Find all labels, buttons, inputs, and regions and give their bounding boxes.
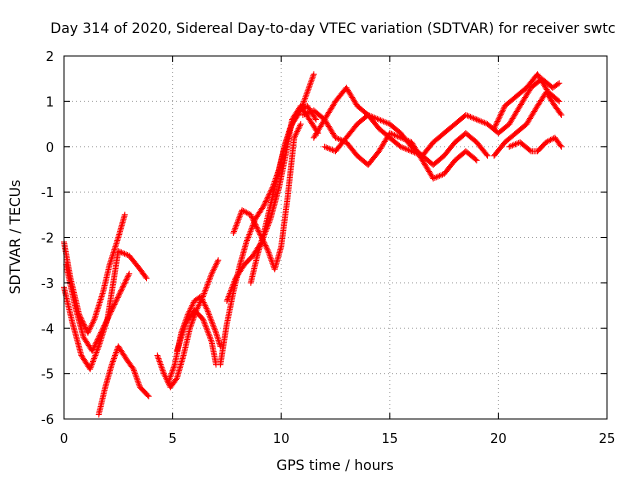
data-series-track-10	[230, 121, 304, 273]
data-series-track-11	[247, 102, 319, 286]
data-series-track-14	[321, 112, 491, 168]
data-point-markers	[247, 102, 319, 286]
y-tick-label: -3	[41, 277, 54, 292]
ticks-layer: 0 5 10 15 20 25 -6 -5 -4 -3 -2 -1 0 1 2	[41, 50, 615, 447]
data-point-markers	[95, 343, 152, 418]
data-series-track-4	[95, 343, 152, 418]
data-series-track-16	[491, 71, 563, 132]
y-tick-label: -5	[41, 368, 54, 383]
data-series-track-17	[491, 89, 565, 159]
x-tick-label: 10	[273, 432, 290, 447]
x-tick-label: 25	[599, 432, 616, 447]
data-point-markers	[230, 121, 304, 273]
data-series-track-18	[506, 134, 565, 155]
y-tick-label: -4	[41, 322, 54, 337]
x-tick-label: 5	[168, 432, 176, 447]
x-axis-label: GPS time / hours	[276, 458, 393, 474]
data-point-markers	[491, 89, 565, 159]
data-point-markers	[173, 307, 219, 368]
data-point-markers	[491, 71, 563, 132]
y-tick-label: 0	[46, 141, 54, 156]
x-tick-label: 20	[490, 432, 507, 447]
y-axis-label: SDTVAR / TECUs	[8, 180, 24, 295]
data-series-track-7	[173, 307, 219, 368]
x-tick-label: 0	[60, 432, 68, 447]
chart-title: Day 314 of 2020, Sidereal Day-to-day VTE…	[50, 21, 615, 37]
y-tick-label: -1	[41, 186, 54, 201]
y-tick-label: 2	[46, 50, 54, 65]
y-tick-label: -6	[41, 413, 54, 428]
data-point-markers	[506, 134, 565, 155]
y-tick-label: 1	[46, 95, 54, 110]
x-tick-label: 15	[382, 432, 399, 447]
data-point-markers	[321, 112, 491, 168]
y-tick-label: -2	[41, 232, 54, 247]
points-layer	[61, 71, 565, 418]
